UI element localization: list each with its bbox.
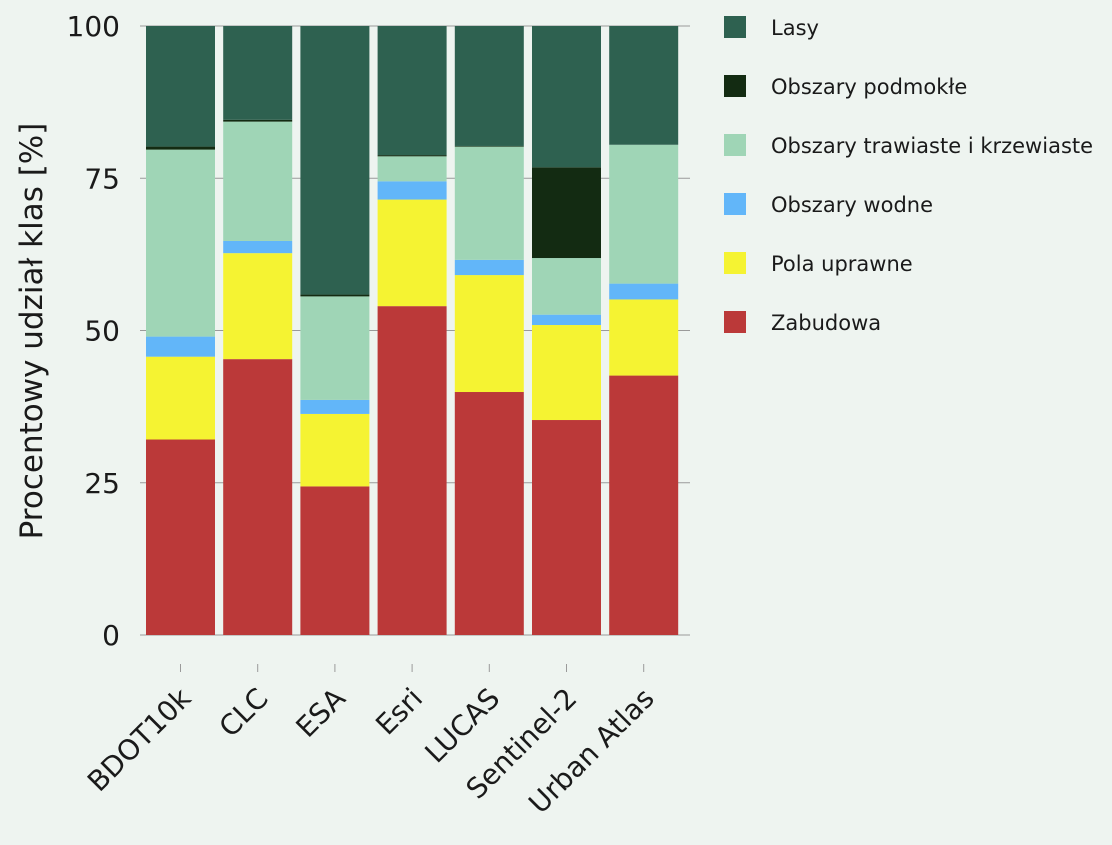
bar-segment-lucas-2 xyxy=(454,259,524,276)
bar-segment-bdot10k-2 xyxy=(146,336,215,357)
bar-segment-sentinel-2-0 xyxy=(532,420,601,635)
bar-segment-sentinel-2-1 xyxy=(532,325,601,421)
legend-label-5: Zabudowa xyxy=(771,311,881,335)
bar-segment-urban-atlas-3 xyxy=(609,144,679,284)
y-tick-label-100: 100 xyxy=(67,10,120,43)
bar-segment-clc-3 xyxy=(223,121,293,241)
bar-segment-bdot10k-1 xyxy=(146,356,215,440)
legend: Lasy Obszary podmokłe Obszary trawiaste i … xyxy=(724,16,1093,335)
bar-segment-sentinel-2-4 xyxy=(532,167,601,259)
legend-label-1: Obszary podmokłe xyxy=(771,75,967,99)
bar-segment-bdot10k-0 xyxy=(146,439,215,635)
bar-segment-urban-atlas-1 xyxy=(609,299,679,376)
bar-segment-lucas-5 xyxy=(454,26,524,146)
bar-segment-sentinel-2-2 xyxy=(532,314,601,326)
legend-swatch-0 xyxy=(724,16,746,38)
x-tick-label-clc: CLC xyxy=(213,682,275,744)
legend-swatch-3 xyxy=(724,193,746,215)
bar-segment-bdot10k-4 xyxy=(146,146,215,150)
bar-segment-lucas-3 xyxy=(454,146,524,260)
bar-segment-esa-4 xyxy=(300,294,370,297)
bar-segment-clc-2 xyxy=(223,240,293,254)
bar-segment-bdot10k-3 xyxy=(146,149,215,337)
y-tick-label-75: 75 xyxy=(84,162,120,195)
bar-segment-esri-1 xyxy=(377,199,447,307)
bar-segment-urban-atlas-5 xyxy=(609,26,679,145)
bar-segment-clc-5 xyxy=(223,26,293,120)
bar-segment-esri-4 xyxy=(377,155,447,157)
bar-segment-esri-0 xyxy=(377,306,447,635)
y-tick-label-0: 0 xyxy=(102,619,120,652)
bar-segment-esa-5 xyxy=(300,26,370,295)
y-axis: 0 25 50 75 100 xyxy=(67,10,120,652)
bar-segment-esri-5 xyxy=(377,26,447,156)
bar-segment-esa-3 xyxy=(300,296,370,400)
bar-segment-urban-atlas-0 xyxy=(609,375,679,635)
bar-segment-clc-4 xyxy=(223,119,293,122)
legend-swatch-4 xyxy=(724,252,746,274)
y-tick-label-25: 25 xyxy=(84,467,120,500)
bar-segment-bdot10k-5 xyxy=(146,26,215,147)
bar-segment-sentinel-2-5 xyxy=(532,26,601,168)
legend-swatch-5 xyxy=(724,311,746,333)
bar-segment-esa-2 xyxy=(300,399,370,414)
bar-segment-lucas-0 xyxy=(454,392,524,635)
bar-segment-lucas-4 xyxy=(454,145,524,147)
legend-swatch-2 xyxy=(724,134,746,156)
legend-swatch-1 xyxy=(724,75,746,97)
bar-segment-clc-0 xyxy=(223,359,293,635)
y-axis-title: Procentowy udział klas [%] xyxy=(14,123,50,540)
bars xyxy=(146,26,679,635)
bar-segment-urban-atlas-2 xyxy=(609,283,679,300)
legend-label-0: Lasy xyxy=(771,16,819,40)
bar-segment-esa-1 xyxy=(300,413,370,487)
bar-segment-esri-3 xyxy=(377,156,447,182)
bar-segment-esa-0 xyxy=(300,486,370,635)
bar-segment-esri-2 xyxy=(377,181,447,200)
x-tick-label-esa: ESA xyxy=(290,682,352,744)
x-tick-label-esri: Esri xyxy=(369,682,429,742)
y-tick-label-50: 50 xyxy=(84,315,120,348)
x-tick-label-bdot10k: BDOT10k xyxy=(81,681,198,798)
legend-label-3: Obszary wodne xyxy=(771,193,933,217)
bar-segment-sentinel-2-3 xyxy=(532,258,601,315)
legend-label-4: Pola uprawne xyxy=(771,252,913,276)
bar-segment-lucas-1 xyxy=(454,275,524,393)
legend-label-2: Obszary trawiaste i krzewiaste xyxy=(771,134,1093,158)
bar-segment-clc-1 xyxy=(223,253,293,360)
